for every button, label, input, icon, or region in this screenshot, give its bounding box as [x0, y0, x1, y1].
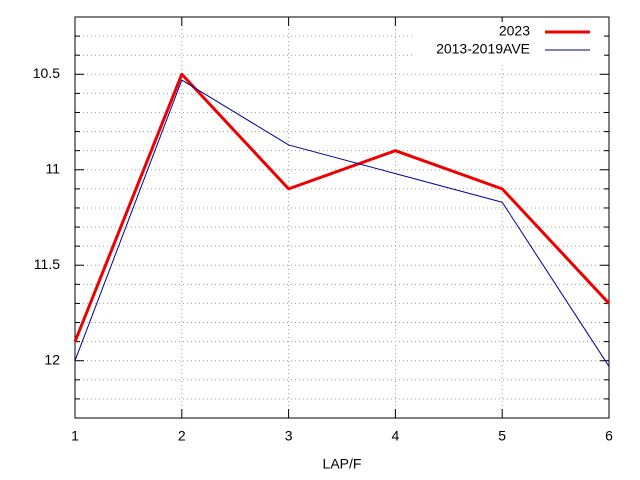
y-tick-label: 10.5 [33, 65, 60, 81]
x-tick-label: 1 [71, 428, 79, 444]
legend-label: 2023 [499, 23, 530, 39]
x-tick-label: 4 [392, 428, 400, 444]
x-axis-label: LAP/F [323, 456, 362, 472]
line-series [73, 72, 611, 343]
legend-label: 2013-2019AVE [436, 41, 530, 57]
y-tick-label: 11 [45, 160, 60, 176]
legend-background [412, 22, 604, 62]
x-tick-label: 5 [498, 428, 506, 444]
y-tick-label: 11.5 [34, 256, 60, 272]
line-series [74, 79, 610, 367]
y-tick-label: 12 [44, 351, 60, 367]
x-tick-label: 2 [178, 428, 186, 444]
x-tick-label: 6 [605, 428, 613, 444]
x-tick-label: 3 [285, 428, 293, 444]
plot-border [74, 16, 610, 419]
